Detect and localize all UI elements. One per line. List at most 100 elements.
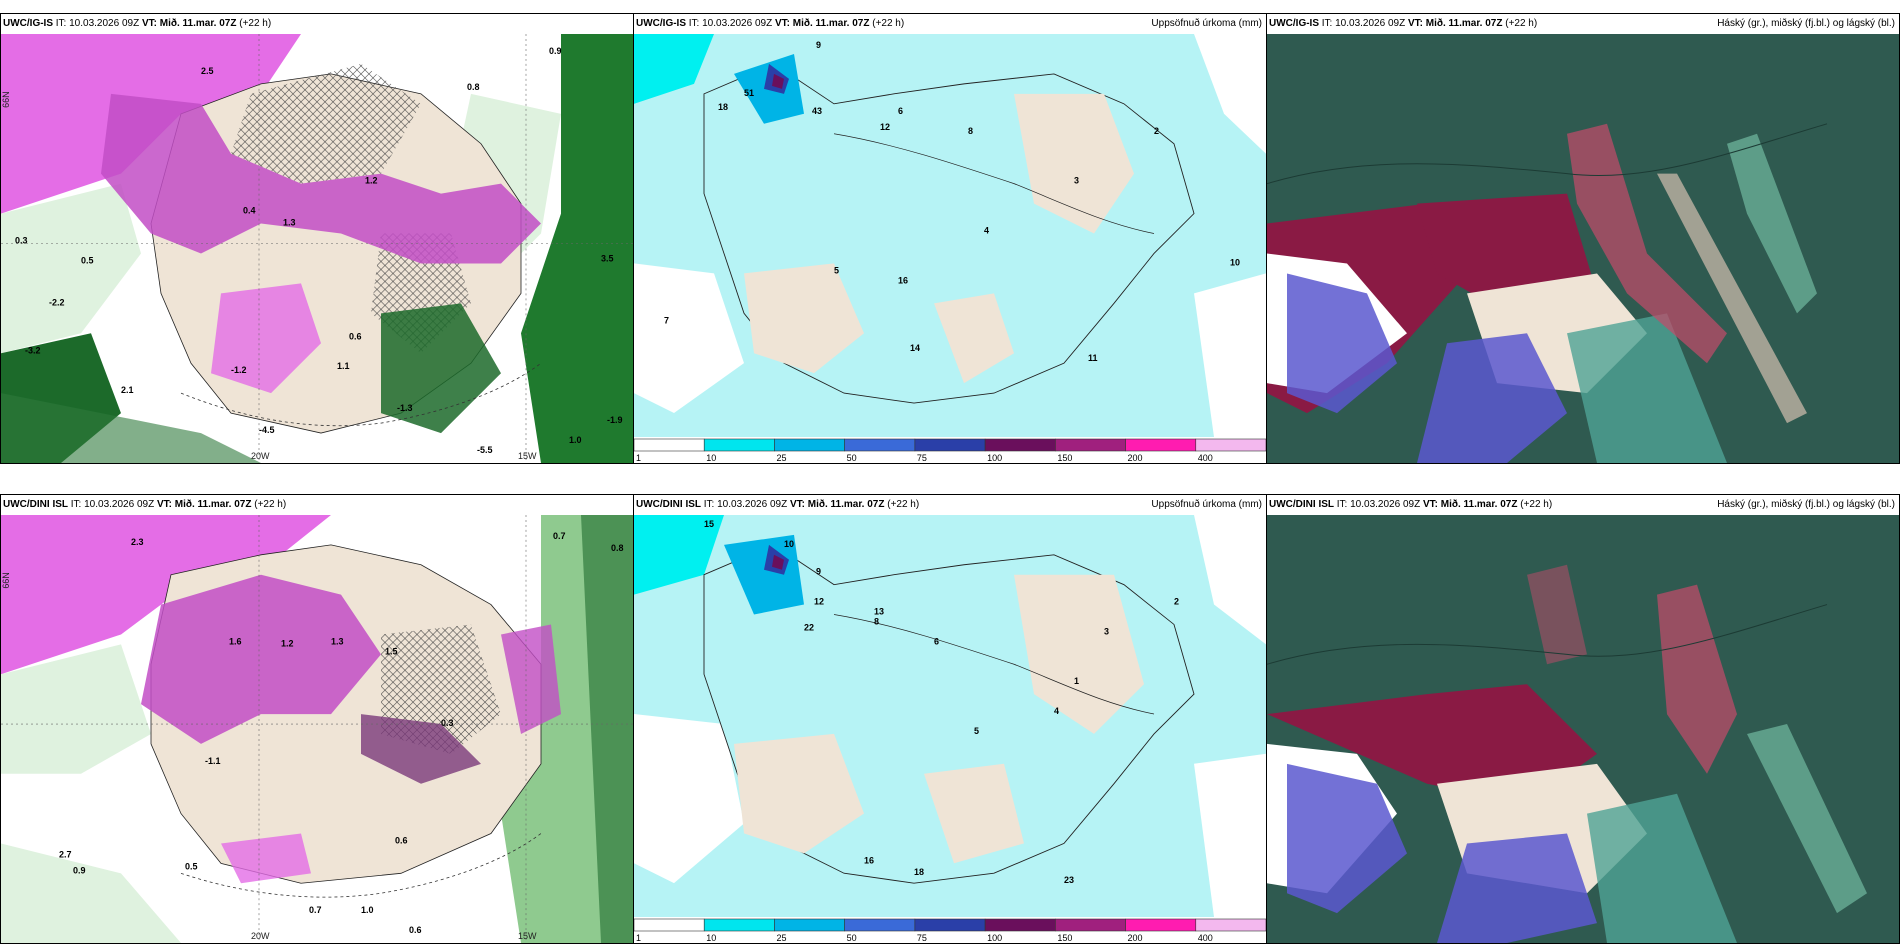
- legend-color-box: [984, 438, 1056, 452]
- legend-tick-label: 10: [706, 453, 716, 463]
- precip-value: 18: [914, 867, 924, 877]
- temp-value: 0.6: [395, 835, 408, 845]
- legend-color-box: [914, 918, 986, 932]
- precip-value: 9: [816, 567, 821, 577]
- temp-value: -4.5: [259, 425, 274, 435]
- model-name: UWC/IG-IS: [636, 18, 686, 29]
- precip-value: 12: [814, 597, 824, 607]
- legend-color-box: [984, 918, 1056, 932]
- temp-value: -1.3: [397, 403, 412, 413]
- temp-value: 1.2: [365, 176, 377, 186]
- temp-value: 1.2: [281, 638, 294, 648]
- legend-color-box: [1125, 438, 1197, 452]
- precip-value: 51: [744, 88, 754, 98]
- temp-value: 3.5: [601, 253, 613, 263]
- legend-color-box: [703, 438, 775, 452]
- legend-tick-label: 50: [847, 453, 857, 463]
- temp-value: -5.5: [477, 445, 492, 455]
- precip-value: 5: [974, 726, 979, 736]
- legend-tick-label: 150: [1057, 453, 1072, 463]
- precipitation-legend: 1 10 25 50 75 100 150 200 400: [634, 437, 1266, 463]
- init-time: IT: 10.03.2026 09Z: [70, 499, 155, 510]
- temp-value: 0.8: [467, 82, 479, 92]
- legend-tick-label: 50: [847, 933, 857, 943]
- temp-value: 0.4: [243, 206, 255, 216]
- panel-title: Uppsöfnuð úrkoma (mm): [1151, 499, 1262, 510]
- legend-tick-label: 75: [917, 453, 927, 463]
- precip-value: 10: [1230, 257, 1240, 267]
- panel-header: UWC/DINI ISL IT: 10.03.2026 09Z VT: Mið.…: [1267, 495, 1899, 515]
- lead-time: (+22 h): [872, 18, 905, 29]
- temp-value: 1.0: [569, 435, 581, 445]
- temp-value: 1.5: [385, 646, 398, 656]
- lat-label: 66N: [1, 91, 11, 107]
- legend-color-box: [1055, 918, 1126, 932]
- valid-time: VT: Mið. 11.mar. 07Z: [774, 18, 870, 29]
- temp-value: 1.0: [361, 905, 374, 915]
- temp-value: -1.2: [231, 365, 246, 375]
- lon-label-20w: 20W: [251, 931, 270, 941]
- init-time: IT: 10.03.2026 09Z: [688, 18, 773, 29]
- valid-time: VT: Mið. 11.mar. 07Z: [1422, 499, 1518, 510]
- temp-value: 0.9: [549, 46, 561, 56]
- panel-header: UWC/IG-IS IT: 10.03.2026 09Z VT: Mið. 11…: [1, 14, 633, 34]
- lead-time: (+22 h): [254, 499, 287, 510]
- panel-header: UWC/IG-IS IT: 10.03.2026 09Z VT: Mið. 11…: [1267, 14, 1899, 34]
- temp-value: 1.3: [283, 218, 295, 228]
- precip-value: 1: [1074, 676, 1079, 686]
- precip-value: 43: [812, 106, 822, 116]
- legend-tick-label: 100: [987, 933, 1002, 943]
- panel-title: Háský (gr.), miðský (fj.bl.) og lágský (…: [1717, 18, 1895, 29]
- precip-value: 11: [1088, 353, 1098, 363]
- precip-value: 10: [784, 539, 794, 549]
- init-time: IT: 10.03.2026 09Z: [703, 499, 788, 510]
- temp-value: 2.3: [131, 537, 144, 547]
- legend-color-box: [844, 438, 916, 452]
- temp-value: 0.9: [73, 865, 86, 875]
- precip-value: 3: [1104, 626, 1109, 636]
- valid-time: VT: Mið. 11.mar. 07Z: [1407, 18, 1503, 29]
- legend-color-box: [1195, 918, 1266, 932]
- lon-label-20w: 20W: [251, 451, 270, 461]
- temp-value: -2.2: [49, 297, 64, 307]
- precip-value: 16: [898, 275, 908, 285]
- legend-color-box: [774, 918, 845, 932]
- panel-title: Uppsöfnuð úrkoma (mm): [1151, 18, 1262, 29]
- panel-header: UWC/DINI ISL IT: 10.03.2026 09Z VT: Mið.…: [634, 495, 1266, 515]
- init-time: IT: 10.03.2026 09Z: [1321, 18, 1406, 29]
- legend-tick-label: 1: [636, 453, 641, 463]
- precip-value: 15: [704, 519, 714, 529]
- temp-value: 2.5: [201, 66, 213, 76]
- temperature-map-panel-bottom: UWC/DINI ISL IT: 10.03.2026 09Z VT: Mið.…: [0, 494, 634, 944]
- precip-value: 8: [874, 616, 879, 626]
- model-name: UWC/DINI ISL: [1269, 499, 1334, 510]
- temp-value: 0.7: [309, 905, 322, 915]
- model-name: UWC/IG-IS: [3, 18, 53, 29]
- temp-value: 0.5: [185, 861, 198, 871]
- lon-label-15w: 15W: [518, 931, 537, 941]
- init-time: IT: 10.03.2026 09Z: [55, 18, 140, 29]
- temperature-map: 0.7 0.9 0.5 2.7 1.6 1.3 0.6 -1.1 0.8 2.3…: [1, 515, 633, 943]
- precip-value: 3: [1074, 176, 1079, 186]
- legend-tick-label: 10: [706, 933, 716, 943]
- temp-value: -3.2: [25, 345, 40, 355]
- precip-value: 4: [1054, 706, 1059, 716]
- precip-value: 4: [984, 226, 989, 236]
- temp-value: 0.3: [441, 718, 454, 728]
- temp-value: 2.7: [59, 849, 72, 859]
- cloud-cover-map-panel-bottom: UWC/DINI ISL IT: 10.03.2026 09Z VT: Mið.…: [1266, 494, 1900, 944]
- legend-tick-label: 25: [776, 933, 786, 943]
- legend-tick-label: 100: [987, 453, 1002, 463]
- temp-value: 0.7: [553, 531, 566, 541]
- panel-header: UWC/DINI ISL IT: 10.03.2026 09Z VT: Mið.…: [1, 495, 633, 515]
- lead-time: (+22 h): [887, 499, 920, 510]
- legend-color-box: [1055, 438, 1126, 452]
- temp-value: 1.6: [229, 636, 242, 646]
- model-name: UWC/DINI ISL: [636, 499, 701, 510]
- precip-value: 2: [1174, 597, 1179, 607]
- temperature-map: 0.9 2.5 1.3 0.4 0.8 1.2 -1.2 -3.2 -4.5 0…: [1, 34, 633, 463]
- precip-value: 2: [1154, 126, 1159, 136]
- temp-value: -1.9: [607, 415, 622, 425]
- precip-value: 12: [880, 122, 890, 132]
- precip-value: 18: [718, 102, 728, 112]
